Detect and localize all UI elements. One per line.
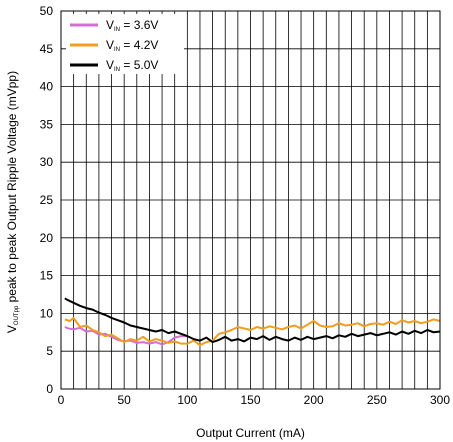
legend-label-rest: = 4.2V [120, 38, 158, 52]
legend-label-rest: = 3.6V [120, 18, 158, 32]
x-tick-label: 200 [304, 393, 324, 407]
y-tick-label: 5 [46, 344, 53, 358]
x-tick-label: 150 [240, 393, 260, 407]
y-axis-label-subscript: OUTpp [14, 305, 20, 325]
x-tick-label: 0 [58, 393, 65, 407]
y-tick-label: 40 [40, 80, 54, 94]
x-tick-label: 300 [430, 393, 450, 407]
series-group [64, 297, 441, 347]
tick-labels: 0 50 100 150 200 250 300 0 5 10 15 20 25 30 35 40 45 50 [40, 4, 451, 407]
y-tick-label: 50 [40, 4, 54, 18]
y-tick-label: 20 [40, 231, 54, 245]
x-tick-label: 100 [177, 393, 197, 407]
y-tick-label: 15 [40, 269, 54, 283]
x-axis-label: Output Current (mA) [196, 426, 305, 440]
legend-label-main: V [106, 18, 114, 32]
legend-label-main: V [106, 58, 114, 72]
plot-frame [60, 10, 441, 390]
x-tick-label: 50 [117, 393, 131, 407]
legend-label-subscript: IN [114, 47, 120, 53]
legend-label-3: VIN = 5.0V [106, 58, 158, 73]
y-tick-label: 25 [40, 193, 54, 207]
axes: Output Current (mA)VOUTpp peak to peak O… [5, 10, 441, 440]
y-axis-label: VOUTpp peak to peak Output Ripple Voltag… [5, 71, 20, 333]
y-tick-label: 35 [40, 117, 54, 131]
legend-label-rest: = 5.0V [120, 58, 158, 72]
series-line-2 [64, 316, 441, 347]
y-tick-label: 0 [46, 382, 53, 396]
legend-label-1: VIN = 3.6V [106, 18, 158, 33]
x-tick-label: 250 [367, 393, 387, 407]
legend-label-subscript: IN [114, 67, 120, 73]
y-axis-label-prefix: V [5, 325, 19, 333]
legend-label-main: V [106, 38, 114, 52]
y-tick-label: 10 [40, 306, 54, 320]
legend-label-subscript: IN [114, 27, 120, 33]
y-tick-label: 45 [40, 42, 54, 56]
series-line-3 [64, 297, 441, 344]
y-tick-label: 30 [40, 155, 54, 169]
y-axis-label-text: peak to peak Output Ripple Voltage (mVpp… [5, 71, 19, 306]
legend-label-2: VIN = 4.2V [106, 38, 158, 53]
